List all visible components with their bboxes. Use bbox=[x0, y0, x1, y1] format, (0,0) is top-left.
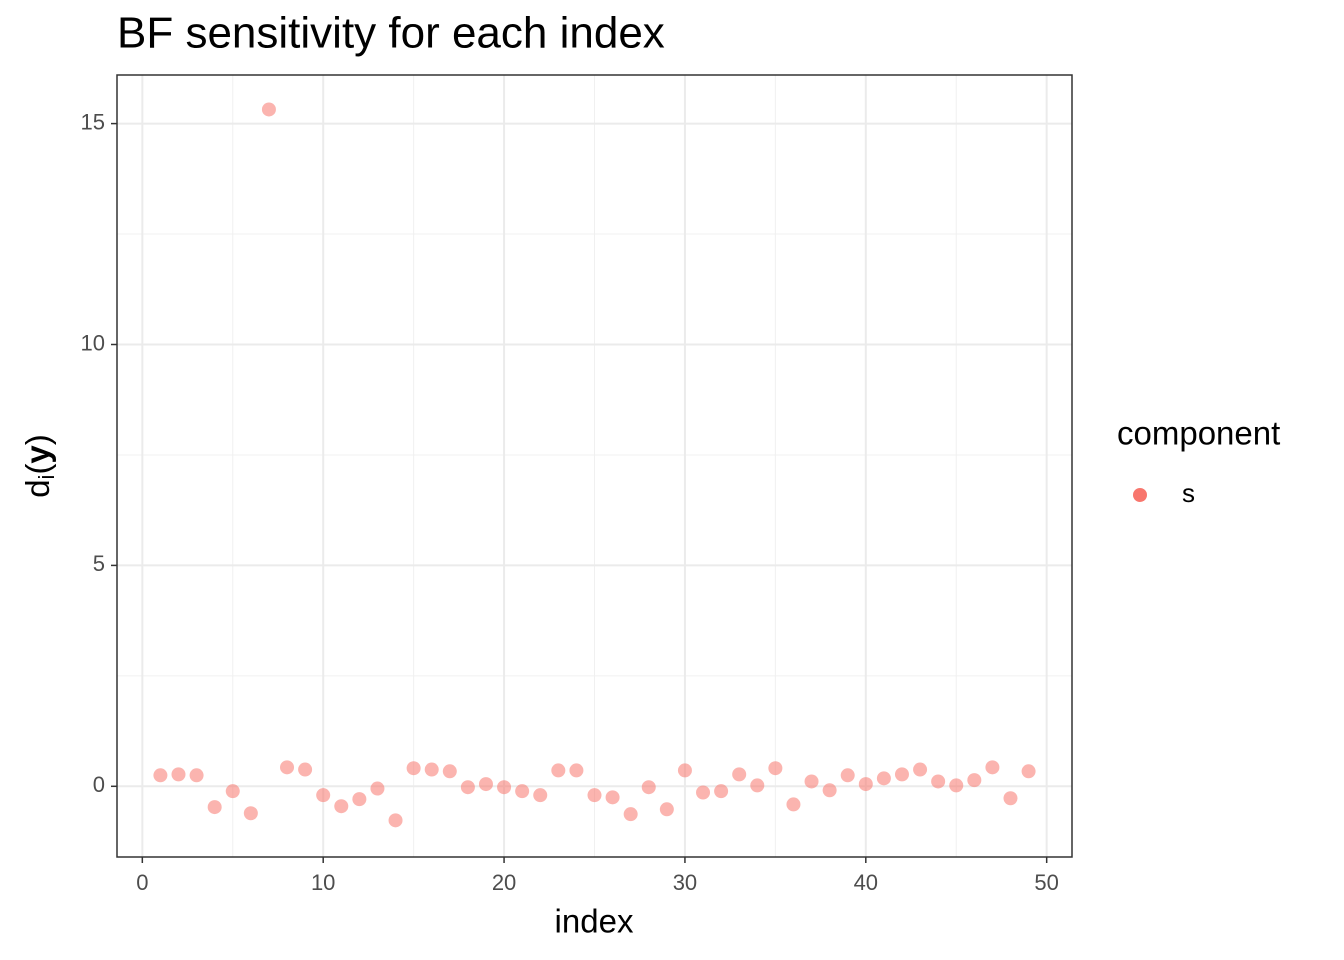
legend-label: s bbox=[1182, 478, 1195, 508]
point bbox=[171, 767, 186, 782]
point bbox=[424, 762, 439, 777]
point bbox=[334, 799, 349, 814]
x-tick-label: 10 bbox=[311, 870, 335, 895]
y-title-part: y bbox=[19, 445, 56, 464]
point bbox=[786, 797, 801, 812]
point bbox=[714, 784, 729, 799]
x-tick-label: 30 bbox=[673, 870, 697, 895]
point bbox=[261, 102, 276, 117]
point bbox=[732, 767, 747, 782]
point bbox=[967, 773, 982, 788]
point bbox=[913, 762, 928, 777]
legend-key bbox=[1133, 488, 1147, 502]
point bbox=[225, 784, 240, 799]
x-tick-label: 50 bbox=[1034, 870, 1058, 895]
legend-title: component bbox=[1117, 415, 1280, 452]
point bbox=[316, 788, 331, 803]
x-tick-label: 0 bbox=[136, 870, 148, 895]
point bbox=[442, 764, 457, 779]
point bbox=[677, 763, 692, 778]
point bbox=[460, 780, 475, 795]
point bbox=[931, 774, 946, 789]
y-tick-label: 0 bbox=[93, 772, 105, 797]
x-axis-title: index bbox=[555, 903, 634, 940]
point bbox=[280, 760, 295, 775]
point bbox=[804, 774, 819, 789]
point bbox=[587, 788, 602, 803]
panel-border bbox=[116, 74, 1073, 858]
point bbox=[515, 784, 530, 799]
point bbox=[605, 790, 620, 805]
y-title-part: ) bbox=[19, 434, 56, 445]
point bbox=[388, 813, 403, 828]
point bbox=[696, 785, 711, 800]
y-title-part: ( bbox=[19, 464, 56, 475]
point bbox=[1021, 764, 1036, 779]
chart-title: BF sensitivity for each index bbox=[117, 9, 665, 58]
point bbox=[569, 763, 584, 778]
point bbox=[623, 807, 638, 822]
y-title-subscript: i bbox=[34, 475, 59, 480]
point bbox=[153, 768, 168, 783]
point bbox=[352, 792, 367, 807]
y-axis-title: di(y) bbox=[19, 434, 59, 498]
x-tick-label: 20 bbox=[492, 870, 516, 895]
y-tick-label: 5 bbox=[93, 551, 105, 576]
point bbox=[533, 788, 548, 803]
point bbox=[497, 780, 512, 795]
point bbox=[551, 763, 566, 778]
x-tick-label: 40 bbox=[854, 870, 878, 895]
point bbox=[641, 780, 656, 795]
point bbox=[243, 806, 258, 821]
point bbox=[370, 781, 385, 796]
point bbox=[768, 761, 783, 776]
point bbox=[406, 761, 421, 776]
point bbox=[876, 771, 891, 786]
point bbox=[207, 800, 222, 815]
y-tick-label: 15 bbox=[81, 109, 105, 134]
point bbox=[894, 767, 909, 782]
point bbox=[822, 783, 837, 798]
point bbox=[189, 768, 204, 783]
point bbox=[1003, 791, 1018, 806]
point bbox=[858, 777, 873, 792]
point bbox=[298, 762, 313, 777]
point bbox=[949, 778, 964, 793]
y-title-part: d bbox=[19, 479, 56, 497]
point bbox=[985, 760, 1000, 775]
y-tick-label: 10 bbox=[81, 330, 105, 355]
point bbox=[840, 768, 855, 783]
point bbox=[478, 777, 493, 792]
point bbox=[750, 778, 765, 793]
point bbox=[659, 802, 674, 817]
